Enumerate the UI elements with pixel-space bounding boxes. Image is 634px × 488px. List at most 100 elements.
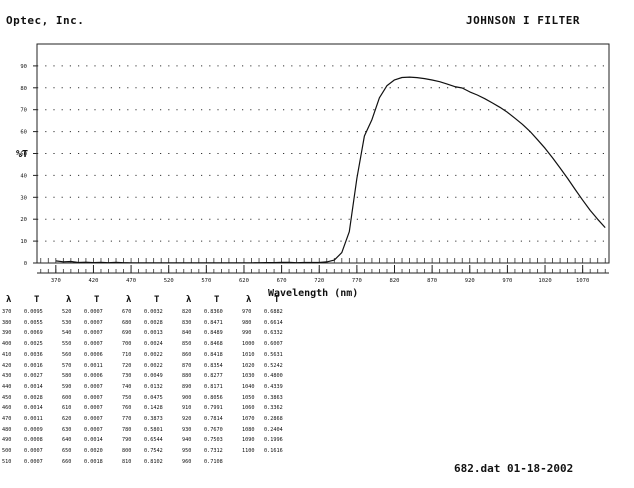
table-transmission-cell: 0.0095 <box>24 309 43 315</box>
table-wavelength-cell: 560 <box>62 351 72 358</box>
x-tick-label: 470 <box>126 278 136 284</box>
table-wavelength-cell: 730 <box>122 373 132 380</box>
table-wavelength-cell: 920 <box>182 416 192 422</box>
table-transmission-cell: 0.6882 <box>264 309 283 315</box>
table-wavelength-cell: 770 <box>122 416 132 422</box>
table-transmission-cell: 0.0009 <box>24 426 43 433</box>
table-transmission-cell: 0.8171 <box>204 383 223 390</box>
transmission-curve <box>55 76 606 264</box>
table-transmission-cell: 0.0036 <box>24 351 43 358</box>
table-transmission-cell: 0.8360 <box>204 309 223 315</box>
table-wavelength-cell: 980 <box>242 319 252 326</box>
table-wavelength-cell: 1040 <box>242 383 255 390</box>
company-name: Optec, Inc. <box>6 14 85 27</box>
lambda-header: λ <box>246 295 252 305</box>
y-tick-label: 50 <box>20 152 27 158</box>
y-tick-label: 10 <box>20 239 27 245</box>
table-transmission-cell: 0.0007 <box>84 416 103 422</box>
table-transmission-cell: 0.8102 <box>144 458 163 465</box>
table-wavelength-cell: 990 <box>242 330 252 337</box>
table-wavelength-cell: 1100 <box>242 448 255 455</box>
table-wavelength-cell: 370 <box>2 309 12 315</box>
x-tick-label: 520 <box>164 278 174 284</box>
table-wavelength-cell: 380 <box>2 319 12 326</box>
table-transmission-cell: 0.0006 <box>84 373 103 380</box>
y-tick-label: 0 <box>24 261 27 267</box>
table-transmission-cell: 0.0008 <box>24 437 43 444</box>
table-wavelength-cell: 790 <box>122 437 132 444</box>
y-tick-label: 40 <box>20 173 27 179</box>
table-transmission-cell: 0.0475 <box>144 394 163 401</box>
table-wavelength-cell: 970 <box>242 309 252 315</box>
table-wavelength-cell: 570 <box>62 362 72 369</box>
t-header: T <box>34 295 40 305</box>
table-wavelength-cell: 670 <box>122 309 132 315</box>
table-transmission-cell: 0.0069 <box>24 330 43 337</box>
table-wavelength-cell: 620 <box>62 416 72 422</box>
table-transmission-cell: 0.5801 <box>144 426 163 433</box>
t-header: T <box>214 295 220 305</box>
table-wavelength-cell: 950 <box>182 448 192 455</box>
table-wavelength-cell: 820 <box>182 309 192 315</box>
table-wavelength-cell: 590 <box>62 383 72 390</box>
x-tick-label: 920 <box>465 278 475 284</box>
table-wavelength-cell: 1010 <box>242 351 255 358</box>
table-transmission-cell: 0.0007 <box>84 330 103 337</box>
y-tick-label: 60 <box>20 130 27 136</box>
y-tick-label: 20 <box>20 217 27 223</box>
table-wavelength-cell: 680 <box>122 319 132 326</box>
table-wavelength-cell: 440 <box>2 383 12 390</box>
plot-frame <box>36 43 610 264</box>
table-transmission-cell: 0.0007 <box>84 319 103 326</box>
table-wavelength-cell: 450 <box>2 394 12 401</box>
table-transmission-cell: 0.7991 <box>204 405 223 412</box>
table-wavelength-cell: 420 <box>2 362 12 369</box>
table-wavelength-cell: 540 <box>62 330 72 337</box>
table-transmission-cell: 0.0016 <box>24 362 43 369</box>
table-transmission-cell: 0.8277 <box>204 373 223 380</box>
table-wavelength-cell: 910 <box>182 405 192 412</box>
table-wavelength-cell: 840 <box>182 330 192 337</box>
x-axis-label: Wavelength (nm) <box>268 288 358 299</box>
table-transmission-cell: 0.6614 <box>264 319 283 326</box>
table-wavelength-cell: 580 <box>62 373 72 380</box>
table-transmission-cell: 0.7670 <box>204 426 223 433</box>
grid-lines <box>37 65 609 242</box>
table-transmission-cell: 0.0014 <box>84 437 103 444</box>
table-transmission-cell: 0.2404 <box>264 426 283 433</box>
y-tick-label: 70 <box>20 108 27 114</box>
table-wavelength-cell: 700 <box>122 341 132 348</box>
table-transmission-cell: 0.8354 <box>204 362 223 369</box>
table-wavelength-cell: 1000 <box>242 341 255 348</box>
table-wavelength-cell: 550 <box>62 341 72 348</box>
table-transmission-cell: 0.0132 <box>144 383 163 390</box>
table-transmission-cell: 0.0007 <box>84 383 103 390</box>
table-transmission-cell: 0.5631 <box>264 351 283 358</box>
x-tick-label: 1070 <box>576 278 589 284</box>
table-transmission-cell: 0.0007 <box>84 405 103 412</box>
table-transmission-cell: 0.0014 <box>24 383 43 390</box>
table-transmission-cell: 0.3362 <box>264 405 283 412</box>
lambda-header: λ <box>6 295 12 305</box>
table-wavelength-cell: 740 <box>122 383 132 390</box>
table-wavelength-cell: 830 <box>182 319 192 326</box>
t-header: T <box>154 295 160 305</box>
table-transmission-cell: 0.8489 <box>204 330 223 337</box>
table-wavelength-cell: 470 <box>2 416 12 422</box>
table-wavelength-cell: 410 <box>2 351 12 358</box>
table-wavelength-cell: 520 <box>62 309 72 315</box>
table-wavelength-cell: 400 <box>2 341 12 348</box>
table-wavelength-cell: 1020 <box>242 362 255 369</box>
table-transmission-cell: 0.0028 <box>24 394 43 401</box>
table-wavelength-cell: 650 <box>62 448 72 455</box>
y-tick-label: 30 <box>20 195 27 201</box>
table-transmission-cell: 0.7814 <box>204 416 223 422</box>
table-transmission-cell: 0.3863 <box>264 394 283 401</box>
x-tick-label: 820 <box>390 278 400 284</box>
table-transmission-cell: 0.0007 <box>84 394 103 401</box>
table-wavelength-cell: 930 <box>182 426 192 433</box>
table-wavelength-cell: 660 <box>62 458 72 465</box>
table-transmission-cell: 0.8471 <box>204 319 223 326</box>
table-wavelength-cell: 1080 <box>242 426 255 433</box>
